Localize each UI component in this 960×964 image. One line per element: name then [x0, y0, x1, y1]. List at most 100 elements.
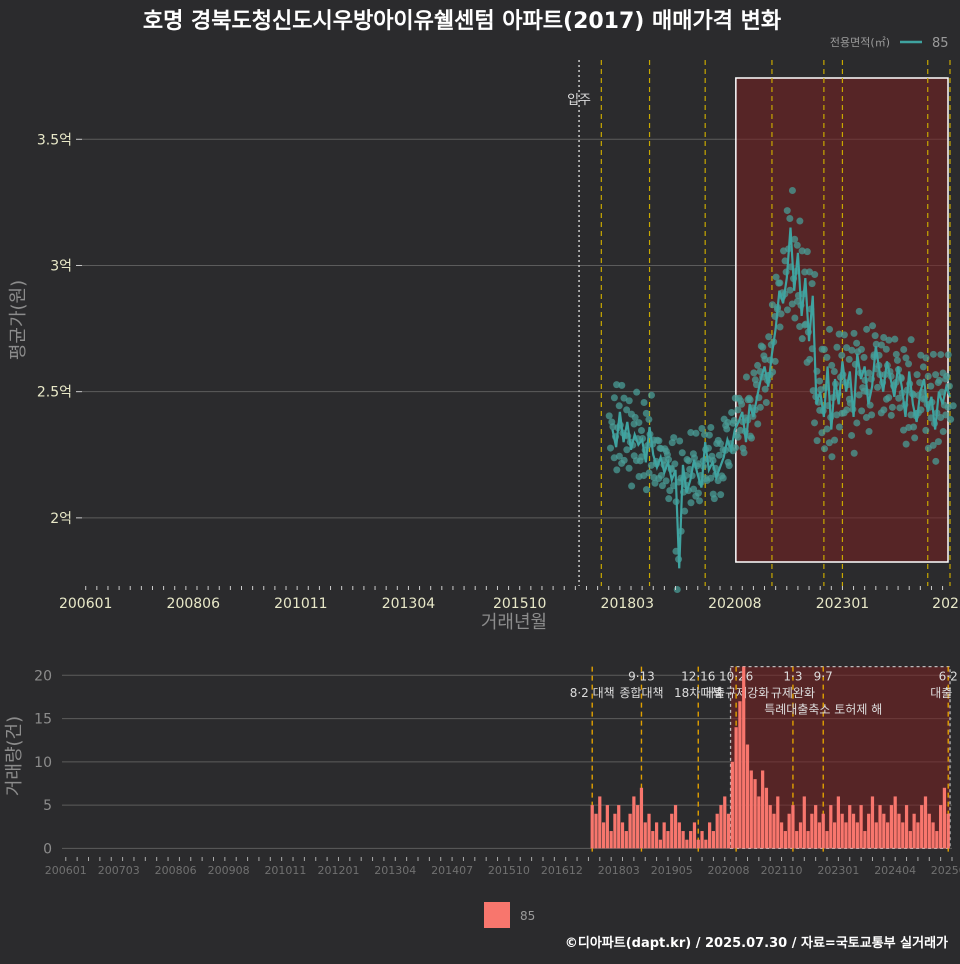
scatter-point: [833, 343, 841, 351]
scatter-point: [754, 420, 762, 428]
volume-bar: [685, 839, 689, 849]
scatter-point: [922, 354, 930, 362]
volume-bar: [590, 805, 594, 849]
x-tick-label: 201612: [541, 864, 583, 877]
scatter-point: [859, 384, 867, 392]
x-tick-label: 201304: [374, 864, 416, 877]
scatter-point: [772, 273, 780, 281]
scatter-point: [929, 350, 937, 358]
scatter-point: [776, 279, 784, 287]
volume-bar: [734, 727, 738, 849]
scatter-point: [620, 456, 628, 464]
volume-bar: [923, 796, 928, 849]
scatter-point: [932, 371, 940, 379]
y-tick-label: 3억: [50, 258, 72, 274]
volume-bar: [647, 813, 651, 849]
y-tick-label: 3.5억: [37, 132, 72, 148]
scatter-point: [615, 402, 623, 410]
legend-top-label: 85: [932, 36, 949, 51]
scatter-point: [877, 341, 885, 349]
volume-bar: [609, 831, 613, 849]
x-tick-label: 201803: [601, 596, 654, 612]
scatter-point: [754, 361, 762, 369]
scatter-point: [943, 372, 951, 380]
y-tick-label: 2.5억: [37, 385, 72, 401]
scatter-point: [939, 428, 947, 436]
scatter-point: [642, 486, 650, 494]
x-tick-label: 200601: [45, 864, 87, 877]
scatter-point: [843, 344, 851, 352]
scatter-point: [683, 456, 691, 464]
scatter-point: [613, 466, 621, 474]
volume-bar: [882, 813, 886, 849]
volume-bar: [806, 831, 810, 849]
scatter-point: [725, 462, 733, 470]
volume-bar: [916, 822, 920, 849]
volume-bar: [855, 822, 859, 849]
scatter-point: [934, 438, 942, 446]
volume-bar: [700, 831, 704, 849]
x-tick-label: 201201: [317, 864, 359, 877]
scatter-point: [687, 499, 695, 507]
scatter-point: [620, 394, 628, 402]
volume-bar: [594, 813, 598, 849]
scatter-point: [628, 482, 636, 490]
scatter-point: [855, 391, 863, 399]
scatter-point: [862, 414, 870, 422]
scatter-point: [831, 436, 839, 444]
scatter-point: [647, 391, 655, 399]
scatter-point: [860, 353, 868, 361]
y-tick-label: 2억: [50, 511, 72, 527]
scatter-point: [747, 434, 755, 442]
scatter-point: [640, 472, 648, 480]
scatter-point: [761, 355, 769, 363]
scatter-point: [651, 479, 659, 487]
y-tick-label: 20: [34, 668, 52, 684]
volume-bar: [670, 813, 674, 849]
scatter-point: [734, 406, 742, 414]
scatter-point: [793, 241, 801, 249]
legend-top-title: 전용면적(㎡): [830, 36, 890, 49]
y-tick-label: 5: [43, 798, 52, 814]
scatter-point: [811, 419, 819, 427]
scatter-point: [783, 306, 791, 314]
scatter-point: [762, 399, 770, 407]
scatter-point: [888, 403, 896, 411]
scatter-point: [694, 489, 702, 497]
scatter-point: [710, 495, 718, 503]
volume-bar: [878, 805, 882, 849]
volume-bar: [772, 813, 776, 849]
volume-bar: [605, 805, 609, 849]
volume-bar: [689, 831, 693, 849]
y-tick-label: 15: [34, 712, 52, 728]
volume-bar: [802, 796, 806, 849]
volume-bar: [708, 822, 712, 849]
scatter-point: [777, 310, 785, 318]
x-tick-label: 202110: [761, 864, 803, 877]
event-date: 6·2: [939, 669, 958, 683]
scatter-point: [880, 406, 888, 414]
x-tick-label: 201905: [651, 864, 693, 877]
volume-bar: [863, 831, 867, 849]
volume-bar: [829, 805, 833, 849]
scatter-point: [816, 377, 824, 385]
x-tick-label: 200703: [98, 864, 140, 877]
scatter-point: [917, 351, 925, 359]
x-tick-label: 200601: [59, 596, 112, 612]
x-tick-label: 202301: [817, 864, 859, 877]
scatter-point: [924, 372, 932, 380]
volume-bar: [745, 744, 750, 849]
volume-bar: [817, 822, 822, 849]
volume-bar: [613, 813, 617, 849]
scatter-point: [823, 353, 831, 361]
volume-bar: [730, 761, 734, 849]
volume-bar: [651, 831, 655, 849]
scatter-point: [635, 419, 643, 427]
scatter-point: [865, 369, 873, 377]
x-tick-label: 2025: [932, 596, 960, 612]
scatter-point: [781, 257, 789, 265]
scatter-point: [863, 325, 871, 333]
scatter-point: [645, 415, 653, 423]
volume-bar: [886, 822, 890, 849]
